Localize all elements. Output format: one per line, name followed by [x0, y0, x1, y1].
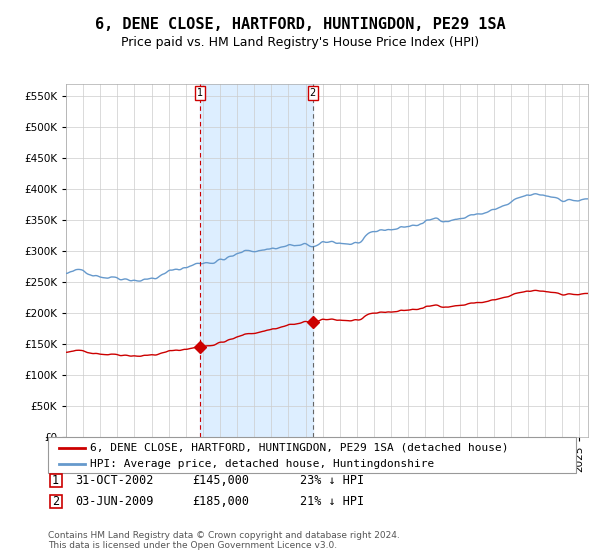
Text: £185,000: £185,000 — [192, 495, 249, 508]
Text: 1: 1 — [52, 474, 59, 487]
Text: 2: 2 — [52, 495, 59, 508]
Text: 6, DENE CLOSE, HARTFORD, HUNTINGDON, PE29 1SA (detached house): 6, DENE CLOSE, HARTFORD, HUNTINGDON, PE2… — [90, 443, 509, 452]
Text: 6, DENE CLOSE, HARTFORD, HUNTINGDON, PE29 1SA: 6, DENE CLOSE, HARTFORD, HUNTINGDON, PE2… — [95, 17, 505, 32]
Text: 23% ↓ HPI: 23% ↓ HPI — [300, 474, 364, 487]
Text: 31-OCT-2002: 31-OCT-2002 — [75, 474, 154, 487]
Text: 1: 1 — [197, 88, 203, 99]
Text: 2: 2 — [310, 88, 316, 99]
FancyBboxPatch shape — [48, 437, 576, 473]
Text: HPI: Average price, detached house, Huntingdonshire: HPI: Average price, detached house, Hunt… — [90, 459, 434, 469]
Text: £145,000: £145,000 — [192, 474, 249, 487]
Text: 03-JUN-2009: 03-JUN-2009 — [75, 495, 154, 508]
Text: 21% ↓ HPI: 21% ↓ HPI — [300, 495, 364, 508]
Bar — [200, 84, 313, 437]
FancyBboxPatch shape — [49, 496, 62, 508]
Text: Price paid vs. HM Land Registry's House Price Index (HPI): Price paid vs. HM Land Registry's House … — [121, 36, 479, 49]
FancyBboxPatch shape — [49, 474, 62, 487]
Text: Contains HM Land Registry data © Crown copyright and database right 2024.
This d: Contains HM Land Registry data © Crown c… — [48, 530, 400, 550]
